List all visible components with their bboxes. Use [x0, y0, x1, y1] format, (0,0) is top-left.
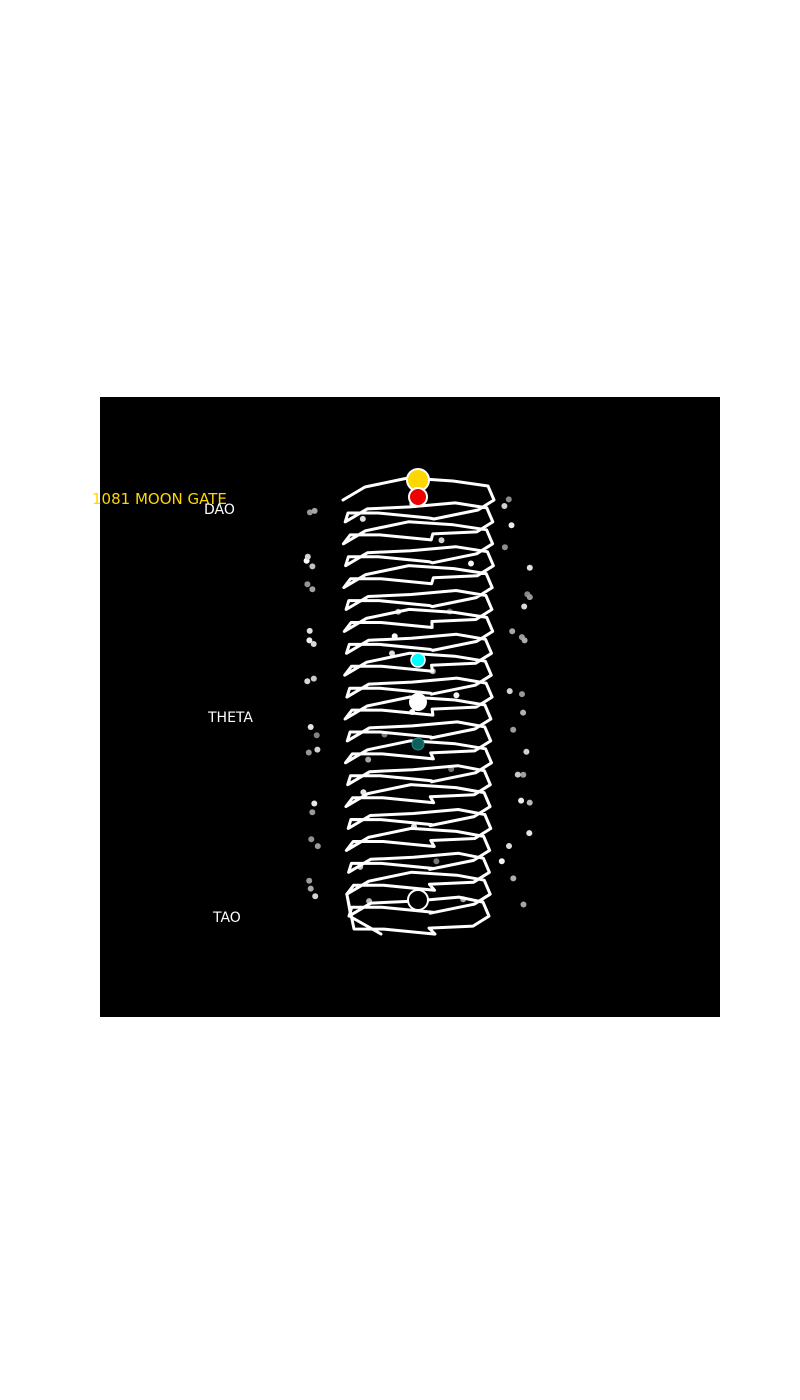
particle-dot	[314, 843, 321, 850]
particle-dot	[307, 724, 314, 730]
particle-dot	[518, 797, 525, 804]
particle-dot	[526, 594, 533, 601]
particle-dot	[506, 843, 512, 849]
particle-dot	[311, 800, 318, 807]
particle-dot	[438, 537, 445, 544]
title-label: 1081 MOON GATE	[92, 490, 227, 508]
cyan-node	[410, 652, 426, 668]
particle-dot	[526, 564, 533, 571]
particle-dot	[453, 692, 460, 699]
label-tao: TAO	[212, 910, 241, 926]
particle-dot	[304, 553, 311, 560]
particle-dot	[310, 675, 317, 682]
particle-dot	[311, 507, 318, 514]
particle-dot	[309, 809, 316, 816]
label-dao: DAO	[204, 502, 235, 518]
particle-dot	[505, 496, 512, 503]
particle-dot	[306, 877, 313, 884]
particle-dot	[365, 756, 372, 763]
label-theta: THETA	[207, 710, 253, 726]
particle-dot	[526, 799, 533, 806]
particle-dot	[468, 560, 474, 567]
particle-dot	[312, 893, 319, 900]
particle-dot	[309, 586, 316, 593]
particle-dot	[389, 650, 395, 657]
white-node	[409, 693, 427, 711]
particle-dot	[508, 522, 515, 529]
particle-dot	[506, 688, 513, 695]
particle-dot	[514, 771, 521, 778]
ring-node	[407, 889, 429, 911]
particle-dot	[521, 603, 528, 610]
particle-dot	[510, 726, 517, 733]
particle-dot	[498, 858, 505, 865]
particle-dot	[520, 771, 527, 778]
spiral-coil	[341, 476, 496, 936]
particle-dot	[509, 628, 516, 635]
particle-dot	[433, 858, 440, 865]
red-node	[408, 487, 428, 507]
particle-dot	[305, 749, 312, 756]
particle-dot	[313, 732, 320, 739]
particle-dot	[304, 678, 311, 685]
particle-dot	[526, 830, 533, 837]
particle-dot	[310, 641, 317, 647]
marker-nodes	[406, 468, 430, 911]
particle-dot	[501, 544, 508, 551]
particle-dot	[520, 709, 527, 716]
particle-dot	[510, 875, 517, 882]
particle-dot	[521, 637, 528, 644]
particle-dot	[519, 691, 525, 698]
particle-dot	[306, 627, 313, 634]
particle-dot	[307, 885, 314, 892]
particle-dot	[523, 748, 530, 755]
particle-dot	[306, 509, 313, 516]
particle-dot	[359, 515, 366, 522]
particle-dot	[520, 901, 527, 908]
particle-dot	[309, 563, 316, 570]
particle-dot	[304, 581, 311, 588]
particle-dot	[308, 836, 315, 843]
particle-dot	[306, 637, 313, 644]
coil-path	[341, 476, 496, 936]
teal-node	[411, 737, 425, 751]
particle-dot	[501, 503, 508, 509]
particle-dot	[314, 746, 321, 753]
